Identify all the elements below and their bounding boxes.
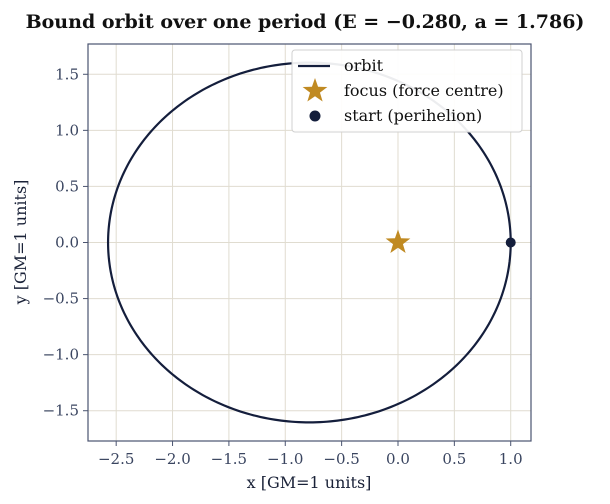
- x-tick-label: 0.0: [386, 450, 410, 468]
- y-tick-label: −1.0: [43, 346, 79, 364]
- x-tick-label: −2.0: [154, 450, 190, 468]
- y-tick-label: −0.5: [43, 290, 79, 308]
- x-tick-label: −1.0: [267, 450, 303, 468]
- chart-title: Bound orbit over one period (E = −0.280,…: [26, 11, 585, 33]
- legend-orbit-label: orbit: [344, 56, 384, 75]
- start-point-marker: [505, 237, 516, 248]
- legend-start-marker: [309, 110, 321, 122]
- x-tick-label: 0.5: [442, 450, 466, 468]
- x-tick-label: 1.0: [499, 450, 523, 468]
- legend-start-label: start (perihelion): [344, 106, 482, 125]
- x-tick-label: −1.5: [211, 450, 247, 468]
- x-tick-label: −0.5: [323, 450, 359, 468]
- legend-focus-label: focus (force centre): [344, 81, 504, 100]
- y-tick-label: 1.0: [55, 121, 79, 139]
- legend: orbit focus (force centre) start (perihe…: [291, 49, 523, 133]
- y-tick-label: 1.5: [55, 65, 79, 83]
- y-tick-label: −1.5: [43, 402, 79, 420]
- y-axis-label: y [GM=1 units]: [11, 180, 30, 306]
- x-axis-label: x [GM=1 units]: [247, 473, 372, 492]
- legend-focus-star-icon: [302, 78, 328, 102]
- focus-star-marker: [385, 229, 411, 254]
- y-tick-label: 0.5: [55, 177, 79, 195]
- x-tick-label: −2.5: [98, 450, 134, 468]
- y-tick-label: 0.0: [55, 234, 79, 252]
- legend-box: [291, 49, 523, 133]
- axis-ticks: −2.5 −2.0 −1.5 −1.0 −0.5 0.0 0.5 1.0 −1.5 −1.0 −0.…: [43, 65, 523, 468]
